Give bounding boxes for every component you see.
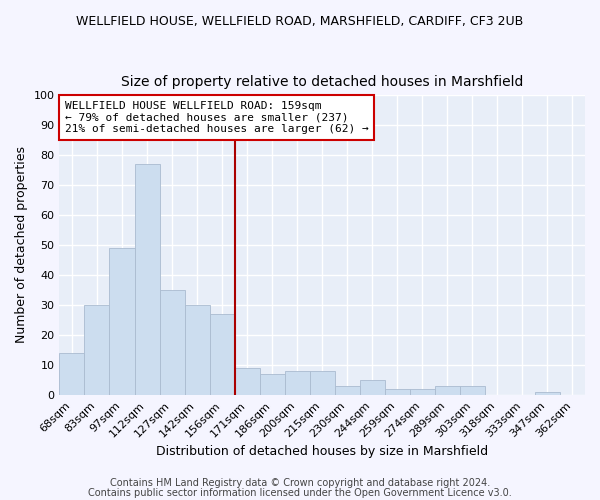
Bar <box>535 392 560 395</box>
Text: Contains HM Land Registry data © Crown copyright and database right 2024.: Contains HM Land Registry data © Crown c… <box>110 478 490 488</box>
Bar <box>235 368 260 395</box>
Bar <box>260 374 284 395</box>
Bar <box>310 371 335 395</box>
Bar <box>59 353 85 395</box>
Bar <box>134 164 160 395</box>
Bar <box>385 389 410 395</box>
Bar <box>284 371 310 395</box>
Y-axis label: Number of detached properties: Number of detached properties <box>15 146 28 344</box>
Text: Contains public sector information licensed under the Open Government Licence v3: Contains public sector information licen… <box>88 488 512 498</box>
Bar <box>109 248 134 395</box>
Bar <box>435 386 460 395</box>
Bar <box>209 314 235 395</box>
Text: WELLFIELD HOUSE, WELLFIELD ROAD, MARSHFIELD, CARDIFF, CF3 2UB: WELLFIELD HOUSE, WELLFIELD ROAD, MARSHFI… <box>76 15 524 28</box>
Bar <box>85 305 109 395</box>
Bar <box>185 305 209 395</box>
Bar <box>335 386 360 395</box>
Bar <box>160 290 185 395</box>
Bar <box>410 389 435 395</box>
Title: Size of property relative to detached houses in Marshfield: Size of property relative to detached ho… <box>121 76 523 90</box>
Bar <box>360 380 385 395</box>
Bar <box>460 386 485 395</box>
Text: WELLFIELD HOUSE WELLFIELD ROAD: 159sqm
← 79% of detached houses are smaller (237: WELLFIELD HOUSE WELLFIELD ROAD: 159sqm ←… <box>65 101 368 134</box>
X-axis label: Distribution of detached houses by size in Marshfield: Distribution of detached houses by size … <box>156 444 488 458</box>
